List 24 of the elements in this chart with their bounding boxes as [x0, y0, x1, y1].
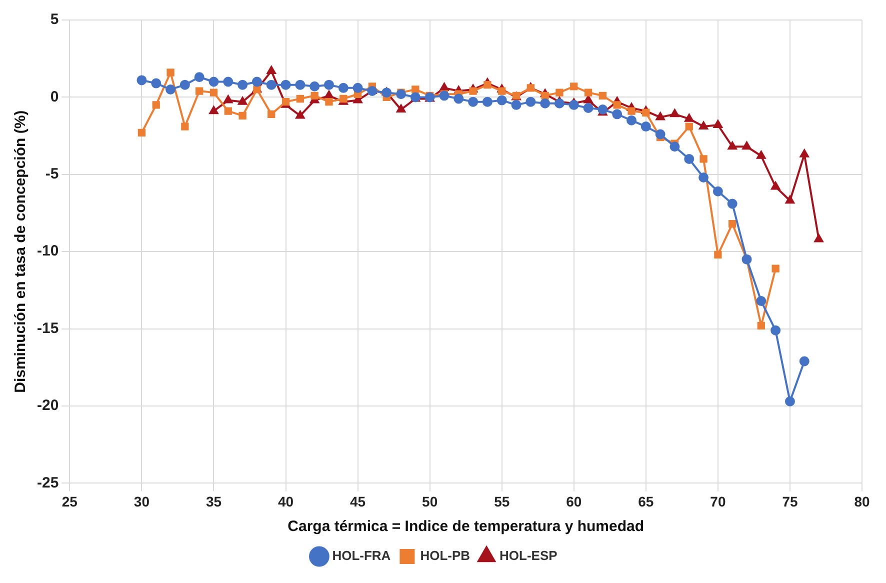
y-tick-label: -5	[45, 166, 59, 183]
y-tick-label: 0	[50, 88, 59, 106]
legend-label: HOL-ESP	[500, 548, 558, 564]
x-tick-label: 50	[422, 493, 438, 510]
x-tick-label: 60	[566, 493, 582, 510]
x-tick-label: 25	[62, 493, 78, 510]
x-tick-label: 55	[494, 493, 510, 510]
x-tick-label: 65	[638, 493, 654, 510]
y-tick-label: -20	[36, 397, 59, 414]
legend-label: HOL-PB	[420, 548, 470, 564]
x-tick-label: 75	[782, 493, 798, 510]
x-tick-label: 40	[278, 493, 294, 510]
x-tick-label: 35	[206, 493, 222, 510]
x-axis-title: Carga térmica = Indice de temperatura y humedad	[288, 518, 644, 536]
y-tick-label: 5	[50, 11, 59, 28]
y-axis-title: Disminución en tasa de concepción (%)	[12, 110, 30, 393]
legend-label: HOL-FRA	[332, 548, 392, 564]
y-tick-label: -10	[36, 242, 59, 260]
y-tick-label: -15	[36, 320, 59, 337]
x-tick-label: 70	[710, 493, 726, 510]
x-tick-label: 30	[134, 493, 150, 510]
x-tick-label: 45	[350, 493, 366, 510]
x-tick-label: 80	[854, 493, 870, 510]
y-tick-label: -25	[36, 474, 59, 492]
